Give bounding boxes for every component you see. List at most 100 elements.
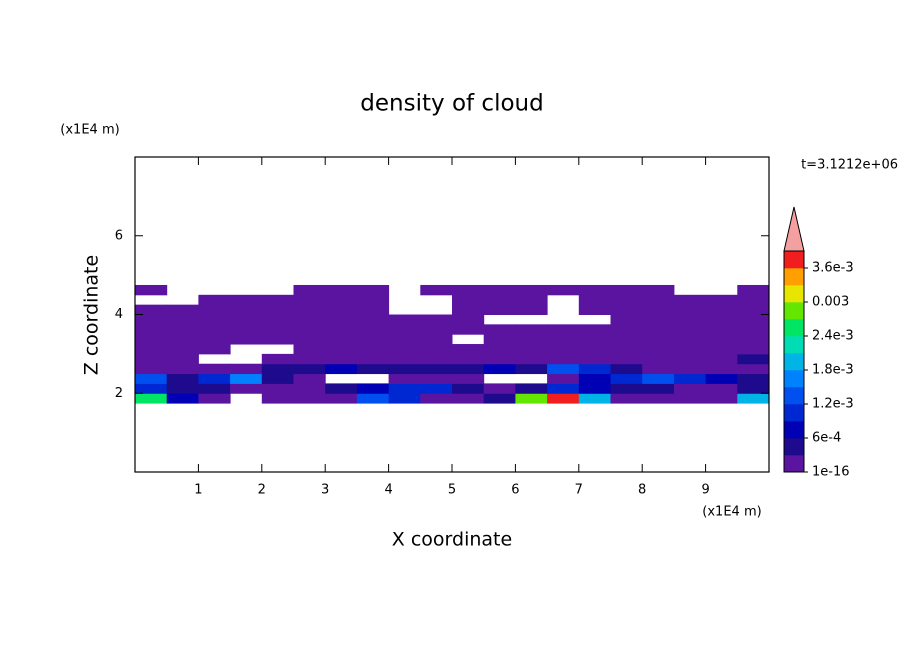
x-tick-label: 7 — [575, 483, 583, 498]
contour-cell — [293, 363, 326, 375]
colorbar-band — [784, 285, 804, 303]
contour-cell — [705, 363, 738, 375]
contour-cell — [198, 314, 231, 325]
contour-cell — [642, 304, 675, 315]
contour-cell — [166, 324, 199, 335]
contour-cell — [198, 304, 231, 315]
contour-cell — [610, 334, 643, 345]
contour-cell — [452, 353, 485, 365]
contour-cell — [325, 334, 358, 345]
contour-cell — [135, 284, 168, 296]
contour-cell — [388, 344, 421, 355]
contour-cell — [356, 353, 390, 365]
contour-cell — [737, 353, 770, 365]
contour-cell — [705, 393, 738, 404]
colorbar-band — [784, 421, 804, 439]
contour-cell — [452, 383, 485, 394]
y-tick-label: 6 — [115, 228, 123, 243]
contour-cell — [610, 324, 643, 335]
contour-cell — [737, 284, 770, 296]
contour-cell — [135, 344, 168, 355]
x-tick-label: 6 — [511, 483, 519, 498]
contour-cell — [198, 344, 231, 355]
contour-cell — [356, 383, 390, 394]
contour-cell — [420, 324, 453, 335]
colorbar-band — [784, 353, 804, 371]
contour-cell — [515, 324, 548, 335]
contour-cell — [388, 363, 421, 375]
colorbar-tick-label: 0.003 — [812, 295, 849, 310]
contour-cell — [261, 363, 294, 375]
contour-cell — [261, 334, 294, 345]
contour-cell — [166, 314, 199, 325]
contour-cell — [166, 373, 199, 384]
contour-cell — [452, 314, 485, 325]
contour-cell — [293, 284, 326, 296]
contour-cell — [642, 314, 675, 325]
contour-cell — [198, 363, 231, 375]
contour-cell — [261, 373, 294, 384]
contour-cell — [547, 363, 580, 375]
contour-cell — [166, 334, 199, 345]
contour-cell — [610, 363, 643, 375]
contour-cell — [642, 393, 675, 404]
contour-cell — [293, 383, 326, 394]
colorbar-band — [784, 302, 804, 320]
contour-cell — [420, 344, 453, 355]
contour-cell — [578, 334, 611, 345]
contour-cell — [198, 324, 231, 335]
contour-cell — [135, 304, 168, 315]
contour-cell — [705, 353, 738, 365]
contour-cell — [673, 334, 707, 345]
contour-cell — [483, 353, 516, 365]
contour-cell — [420, 314, 453, 325]
contour-cell — [515, 344, 548, 355]
contour-cell — [293, 373, 326, 384]
x-tick-label: 9 — [701, 483, 709, 498]
contour-cell — [135, 353, 168, 365]
contour-cell — [166, 383, 199, 394]
contour-cell — [325, 314, 358, 325]
contour-cell — [610, 314, 643, 325]
contour-cell — [737, 324, 770, 335]
contour-cell — [198, 373, 231, 384]
contour-cell — [578, 324, 611, 335]
contour-cell — [135, 393, 168, 404]
contour-cell — [578, 294, 611, 306]
contour-cell — [483, 304, 516, 315]
contour-cell — [420, 393, 453, 404]
y-tick-label: 4 — [115, 307, 123, 322]
colorbar-band — [784, 268, 804, 286]
contour-cell — [452, 373, 485, 384]
contour-cell — [230, 363, 263, 375]
colorbar-tick-label: 1.8e-3 — [812, 363, 854, 378]
contour-cell — [483, 383, 516, 394]
contour-cell — [325, 363, 358, 375]
contour-cell — [578, 344, 611, 355]
y-unit: (x1E4 m) — [60, 123, 119, 138]
contour-cell — [388, 373, 421, 384]
contour-cell — [515, 304, 548, 315]
colorbar-band — [784, 455, 804, 473]
contour-cell — [483, 324, 516, 335]
contour-cell — [673, 383, 707, 394]
contour-cell — [642, 344, 675, 355]
contour-cell — [325, 304, 358, 315]
contour-cell — [261, 383, 294, 394]
contour-cell — [388, 383, 421, 394]
contour-cell — [293, 334, 326, 345]
contour-cell — [325, 324, 358, 335]
contour-cell — [610, 294, 643, 306]
contour-cell — [483, 294, 516, 306]
contour-cell — [135, 383, 168, 394]
contour-cell — [642, 294, 675, 306]
contour-cell — [673, 373, 707, 384]
contour-cell — [642, 324, 675, 335]
contour-cell — [610, 373, 643, 384]
contour-cell — [166, 304, 199, 315]
contour-cell — [673, 294, 707, 306]
contour-cell — [261, 304, 294, 315]
contour-cell — [737, 304, 770, 315]
contour-cell — [705, 304, 738, 315]
